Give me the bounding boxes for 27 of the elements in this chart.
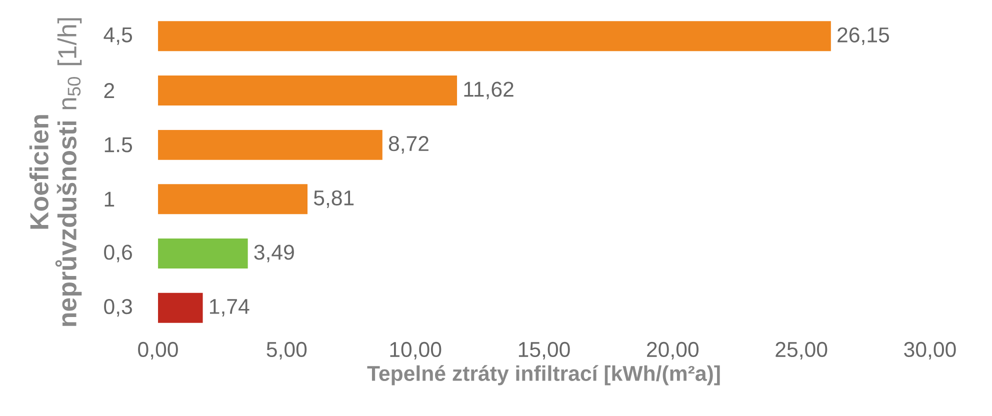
x-tick-label: 0,00 xyxy=(138,342,178,360)
y-tick-label: 0,6 xyxy=(104,244,132,262)
bar xyxy=(158,238,248,268)
bar xyxy=(158,130,382,160)
y-axis-title: Koeficien neprůvzdušnosti n$_{50}$ [1/h] xyxy=(29,18,82,326)
y-tick-label: 4,5 xyxy=(104,27,132,45)
data-label: 11,62 xyxy=(464,82,514,100)
data-label: 26,15 xyxy=(838,27,889,45)
bar xyxy=(158,292,203,323)
data-label: 5,81 xyxy=(314,190,354,208)
bar xyxy=(158,21,831,52)
x-tick-label: 5,00 xyxy=(266,342,307,360)
x-tick-label: 15,00 xyxy=(518,342,570,360)
bar xyxy=(158,184,308,214)
data-label: 3,49 xyxy=(254,244,294,262)
x-tick-label: 30,00 xyxy=(904,342,956,360)
x-tick-label: 20,00 xyxy=(647,342,699,360)
data-label: 8,72 xyxy=(388,136,428,154)
y-tick-label: 0,3 xyxy=(104,299,132,317)
bar xyxy=(158,76,458,106)
y-tick-label: 1.5 xyxy=(104,137,132,152)
y-tick-label: 1 xyxy=(104,192,114,206)
data-label: 1,74 xyxy=(210,299,250,317)
x-tick-label: 10,00 xyxy=(390,342,442,360)
x-tick-label: 25,00 xyxy=(776,342,828,360)
x-axis-title: Tepelné ztráty infiltrací [kWh/(m²a)] xyxy=(367,365,720,386)
y-tick-label: 2 xyxy=(104,83,114,98)
